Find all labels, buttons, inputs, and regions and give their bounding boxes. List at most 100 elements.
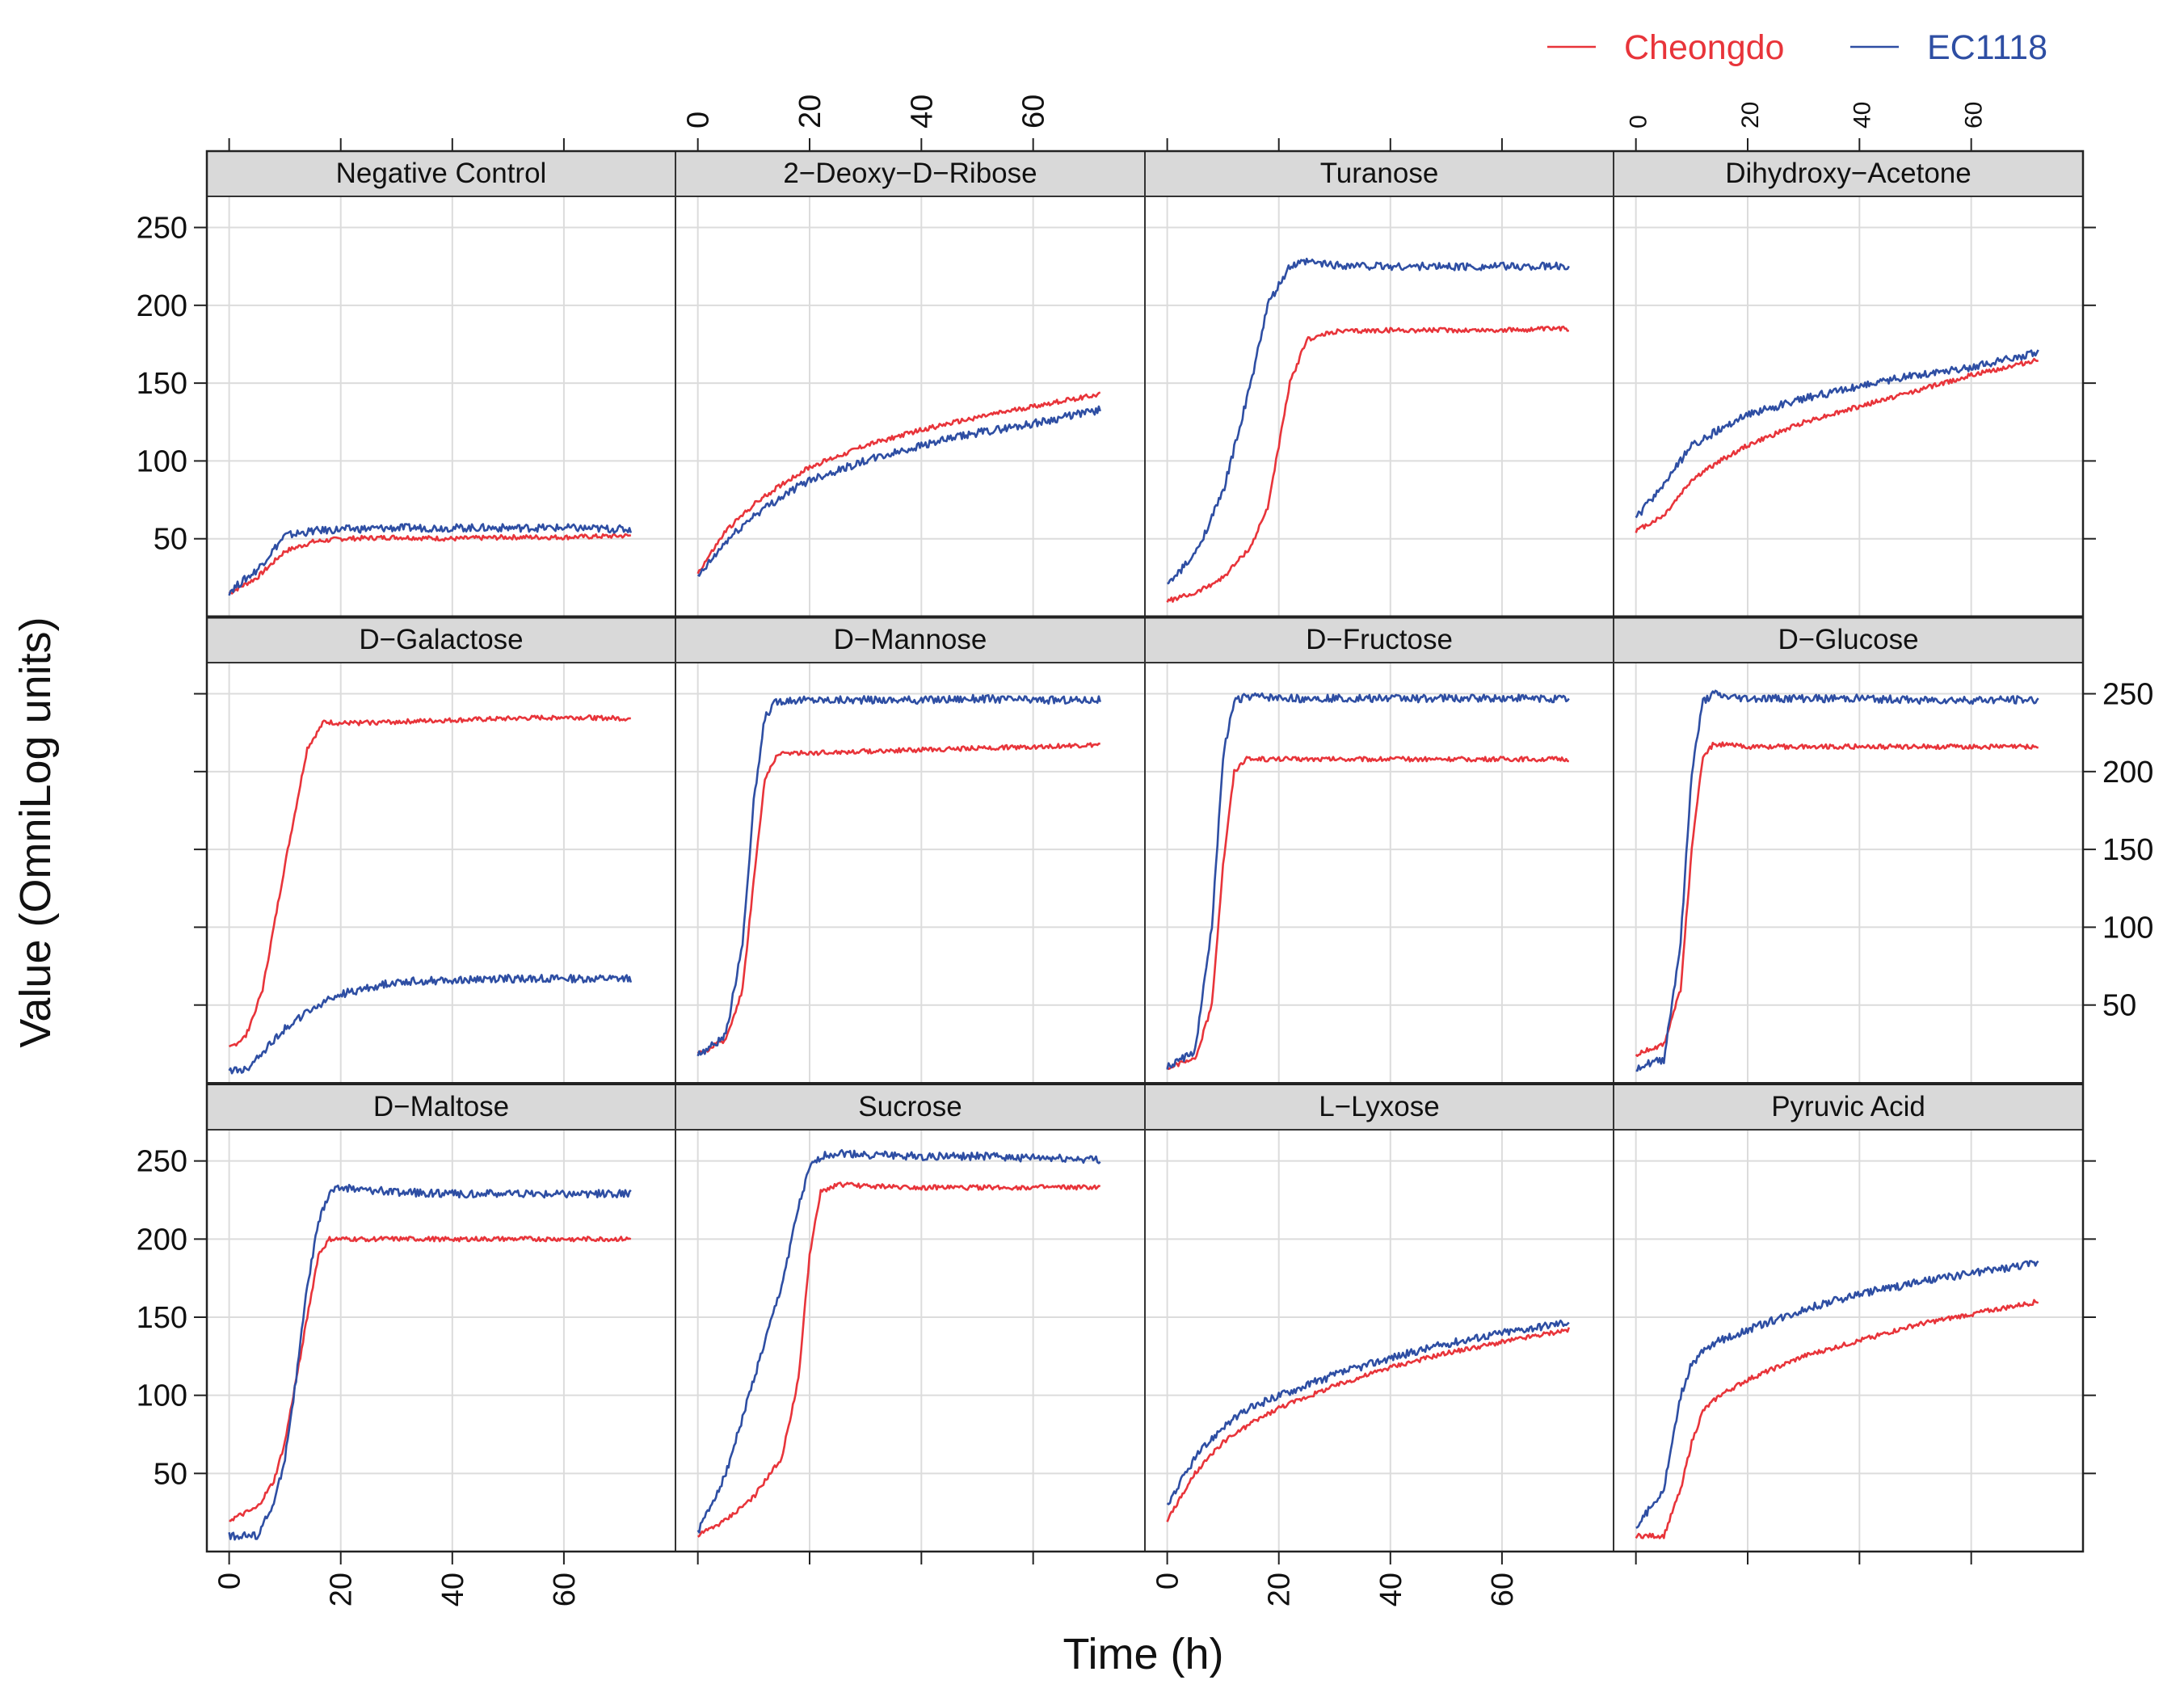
y-tick-label: 200 <box>137 289 187 323</box>
panel-background <box>675 1130 1145 1552</box>
panel-background <box>207 1130 675 1552</box>
panel-d-maltose: D−Maltose <box>206 1084 676 1552</box>
x-axis-bottom-col-3: 0 20 40 60 <box>1151 1552 1520 1606</box>
legend: Cheongdo EC1118 <box>1547 28 2047 67</box>
x-tick-label: 40 <box>436 1573 470 1606</box>
panel-d-mannose: D−Mannose <box>675 617 1146 1084</box>
series-line-ec1118 <box>1166 692 1570 1070</box>
x-tick-label: 60 <box>1486 1573 1520 1606</box>
x-axis-top-col-1 <box>228 138 565 151</box>
y-tick-label: 200 <box>2102 756 2153 790</box>
y-tick-label: 250 <box>137 212 187 246</box>
x-tick-label: 20 <box>1263 1573 1297 1606</box>
y-tick-label: 100 <box>2102 911 2153 945</box>
panel-title: Turanose <box>1320 158 1439 189</box>
series-line-cheongdo <box>696 391 1101 575</box>
y-tick-label: 150 <box>137 367 187 401</box>
panel-title: Negative Control <box>336 158 547 189</box>
panel-title: Dihydroxy−Acetone <box>1725 158 1971 189</box>
legend-item-ec1118: EC1118 <box>1850 28 2047 67</box>
y-tick-label: 50 <box>154 523 187 557</box>
panel-d-glucose: D−Glucose <box>1613 617 2084 1084</box>
y-tick-label: 250 <box>2102 678 2153 712</box>
x-tick-label: 40 <box>905 95 939 128</box>
y-tick-label: 100 <box>137 444 187 478</box>
panel-background <box>675 196 1145 617</box>
x-tick-label: 0 <box>213 1573 247 1590</box>
series-line-ec1118 <box>1167 257 1570 585</box>
panel-background <box>207 196 675 617</box>
series-line-ec1118 <box>1635 689 2039 1072</box>
x-axis-bottom-col-2 <box>696 1552 1034 1564</box>
series-line-ec1118 <box>228 1184 632 1541</box>
x-tick-label: 40 <box>1849 102 1875 128</box>
x-axis-title: Time (h) <box>1063 1630 1224 1678</box>
y-tick-label: 150 <box>137 1301 187 1335</box>
legend-label: Cheongdo <box>1624 28 1784 67</box>
x-axis-bottom-col-1: 0 20 40 60 <box>213 1552 582 1606</box>
y-axis-title: Value (OmniLog units) <box>11 617 60 1047</box>
series-line-cheongdo <box>1166 1327 1571 1522</box>
series-line-ec1118 <box>696 405 1101 577</box>
panel-background <box>1614 1130 2083 1552</box>
x-tick-label: 0 <box>1626 115 1652 128</box>
x-axis-top-col-4: 0 20 40 60 <box>1626 102 1988 151</box>
x-tick-label: 60 <box>1961 102 1988 128</box>
panel-title: Sucrose <box>858 1091 962 1122</box>
series-line-cheongdo <box>1635 741 2039 1057</box>
series-line-cheongdo <box>1635 1299 2039 1539</box>
legend-item-cheongdo: Cheongdo <box>1547 28 1784 67</box>
panel-strip <box>206 617 676 663</box>
x-axis-top-col-2: 0 20 40 60 <box>682 95 1051 151</box>
x-tick-label: 0 <box>682 112 716 128</box>
series-line-ec1118 <box>228 974 633 1075</box>
series-line-ec1118 <box>696 693 1101 1057</box>
series-line-cheongdo <box>1166 756 1570 1071</box>
y-tick-label: 50 <box>154 1457 187 1491</box>
panel-strip <box>675 150 1146 197</box>
x-tick-label: 60 <box>548 1573 582 1606</box>
panel-strip <box>1144 150 1614 197</box>
y-tick-label: 250 <box>137 1145 187 1179</box>
y-axis-left-row-1: 50 100 150 200 250 <box>137 212 207 557</box>
panel-background <box>1145 196 1614 617</box>
panel-background <box>1614 196 2083 617</box>
panel-background <box>207 663 675 1083</box>
panel-strip <box>206 1084 676 1131</box>
panel-title: D−Maltose <box>373 1091 509 1122</box>
panel-negative-control: Negative Control <box>206 150 676 617</box>
y-tick-label: 100 <box>137 1379 187 1413</box>
y-tick-label: 150 <box>2102 833 2153 867</box>
y-axis-left-row-3: 50 100 150 200 250 <box>137 1145 207 1491</box>
series-line-cheongdo <box>228 714 631 1048</box>
series-line-cheongdo <box>1635 357 2039 533</box>
series-line-cheongdo <box>1166 325 1570 603</box>
x-tick-label: 20 <box>325 1573 359 1606</box>
x-axis-bottom-col-4 <box>1635 1552 1972 1564</box>
series-line-cheongdo <box>697 1181 1101 1538</box>
panel-title: D−Mannose <box>834 624 987 655</box>
panel-title: D−Galactose <box>359 624 523 655</box>
plot-border <box>205 149 2085 1553</box>
panel-d-fructose: D−Fructose <box>1144 617 1614 1084</box>
panel-title: D−Glucose <box>1778 624 1918 655</box>
panel-title: D−Fructose <box>1306 624 1453 655</box>
panel-pyruvic-acid: Pyruvic Acid <box>1613 1084 2084 1552</box>
legend-label: EC1118 <box>1927 28 2047 67</box>
series-line-ec1118 <box>1166 1319 1570 1505</box>
panel-title: Pyruvic Acid <box>1771 1091 1925 1122</box>
panel-dihydroxy-acetone: Dihydroxy−Acetone <box>1613 150 2084 617</box>
panel-turanose: Turanose <box>1144 150 1614 617</box>
panel-title: L−Lyxose <box>1319 1091 1440 1122</box>
x-tick-label: 60 <box>1017 95 1051 128</box>
series-line-cheongdo <box>228 533 632 595</box>
panel-strip <box>1144 617 1614 663</box>
series-line-ec1118 <box>1635 349 2039 519</box>
plot-area: Negative Control 2−Deoxy−D−Ribose Turanose… <box>137 95 2154 1607</box>
series-line-ec1118 <box>696 1149 1101 1534</box>
panel-strip <box>206 150 676 197</box>
x-tick-label: 20 <box>793 95 827 128</box>
panel-strip <box>1613 617 2084 663</box>
panel-sucrose: Sucrose <box>675 1084 1146 1552</box>
